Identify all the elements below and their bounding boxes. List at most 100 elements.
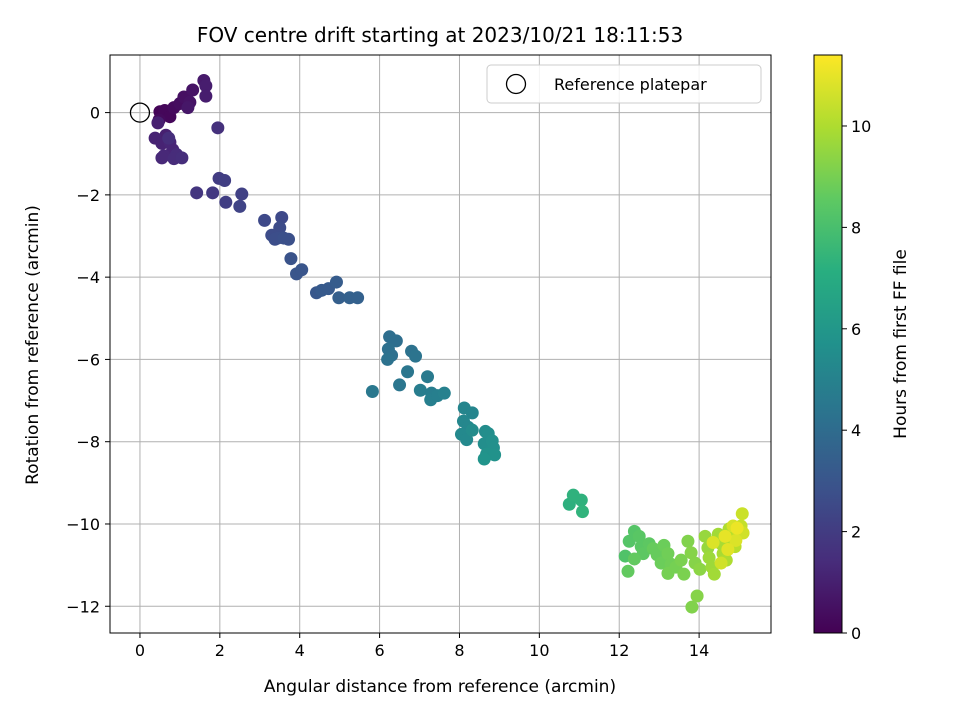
scatter-point	[707, 567, 721, 581]
scatter-point	[693, 562, 707, 576]
scatter-point	[175, 151, 189, 165]
reference-platepar-marker	[129, 102, 151, 123]
scatter-points	[148, 74, 750, 614]
grid	[110, 55, 771, 633]
x-tick-label: 6	[374, 641, 384, 660]
scatter-point	[155, 151, 169, 165]
legend-marker-circle-icon	[505, 73, 527, 95]
scatter-point	[151, 116, 165, 130]
scatter-point	[295, 263, 309, 277]
x-tick-label: 8	[454, 641, 464, 660]
scatter-point	[575, 505, 589, 519]
y-tick-label: −10	[66, 515, 100, 534]
scatter-point	[718, 529, 732, 543]
scatter-point	[488, 448, 502, 462]
y-tick-label: −6	[76, 350, 100, 369]
scatter-point	[677, 567, 691, 581]
scatter-point	[219, 195, 233, 209]
y-tick-label: −2	[76, 186, 100, 205]
scatter-point	[186, 83, 200, 97]
y-tick-label: −4	[76, 268, 100, 287]
scatter-point	[381, 352, 395, 366]
scatter-point	[233, 199, 247, 213]
colorbar-tick-label: 10	[851, 117, 871, 136]
scatter-point	[365, 385, 379, 399]
scatter-point	[235, 187, 249, 201]
scatter-point	[690, 589, 704, 603]
colorbar-gradient	[813, 54, 843, 634]
scatter-point	[654, 556, 668, 570]
scatter-point	[275, 210, 289, 224]
scatter-point	[632, 529, 646, 543]
scatter-point	[674, 553, 688, 567]
scatter-point	[258, 213, 272, 227]
reference-marker-layer	[129, 102, 151, 123]
x-tick-label: 2	[215, 641, 225, 660]
scatter-point	[351, 291, 365, 305]
scatter-point	[437, 386, 451, 400]
scatter-point	[729, 533, 743, 547]
scatter-point	[465, 423, 479, 437]
x-tick-label: 10	[529, 641, 549, 660]
scatter-point	[393, 378, 407, 392]
scatter-point	[409, 349, 423, 363]
scatter-point	[199, 79, 213, 93]
scatter-point	[206, 186, 220, 200]
colorbar-tick-label: 0	[851, 624, 861, 643]
scatter-point	[211, 121, 225, 135]
scatter-point	[284, 252, 298, 266]
scatter-point	[714, 556, 728, 570]
plot-frame	[109, 54, 772, 634]
scatter-point	[627, 552, 641, 566]
legend: Reference platepar	[486, 64, 762, 104]
x-tick-label: 4	[295, 641, 305, 660]
colorbar-tick-label: 6	[851, 320, 861, 339]
chart-title: FOV centre drift starting at 2023/10/21 …	[197, 23, 683, 47]
scatter-point	[681, 534, 695, 548]
x-tick-label: 14	[689, 641, 709, 660]
colorbar-tick-label: 2	[851, 523, 861, 542]
scatter-point	[199, 89, 213, 103]
legend-box	[486, 64, 762, 104]
colorbar-label: Hours from first FF file	[891, 249, 911, 439]
colorbar: 0 2 4 6 8 10 Hours from first FF file	[813, 54, 911, 643]
scatter-point	[621, 564, 635, 578]
scatter-point	[218, 173, 232, 187]
x-axis-label: Angular distance from reference (arcmin)	[264, 677, 616, 697]
scatter-point	[332, 291, 346, 305]
y-tick-label: −8	[76, 433, 100, 452]
y-axis: 0 −2 −4 −6 −8 −10 −12	[66, 104, 110, 616]
y-tick-label: −12	[66, 597, 100, 616]
scatter-point	[661, 547, 675, 561]
scatter-point	[181, 101, 195, 115]
scatter-point	[706, 535, 720, 549]
scatter-point	[413, 383, 427, 397]
scatter-point	[421, 370, 435, 384]
scatter-point	[735, 507, 749, 521]
scatter-point	[282, 232, 296, 246]
x-tick-label: 0	[135, 641, 145, 660]
scatter-point	[389, 334, 403, 348]
colorbar-tick-label: 8	[851, 218, 861, 237]
y-tick-label: 0	[90, 104, 100, 123]
x-tick-label: 12	[609, 641, 629, 660]
scatter-point	[622, 534, 636, 548]
scatter-point	[684, 546, 698, 560]
colorbar-tick-label: 4	[851, 421, 861, 440]
scatter-point	[477, 452, 491, 466]
scatter-point	[730, 521, 744, 535]
scatter-point	[574, 493, 588, 507]
legend-label: Reference platepar	[554, 75, 707, 94]
x-axis: 0 2 4 6 8 10 12 14	[135, 633, 709, 660]
scatter-point	[329, 275, 343, 289]
scatter-point	[162, 131, 176, 145]
scatter-point	[685, 600, 699, 614]
scatter-point	[190, 186, 204, 200]
scatter-point	[460, 433, 474, 447]
scatter-point	[401, 365, 415, 379]
colorbar-ticks: 0 2 4 6 8 10	[842, 117, 871, 643]
y-axis-label: Rotation from reference (arcmin)	[23, 205, 43, 485]
scatter-point	[465, 406, 479, 420]
scatter-point	[721, 542, 735, 556]
